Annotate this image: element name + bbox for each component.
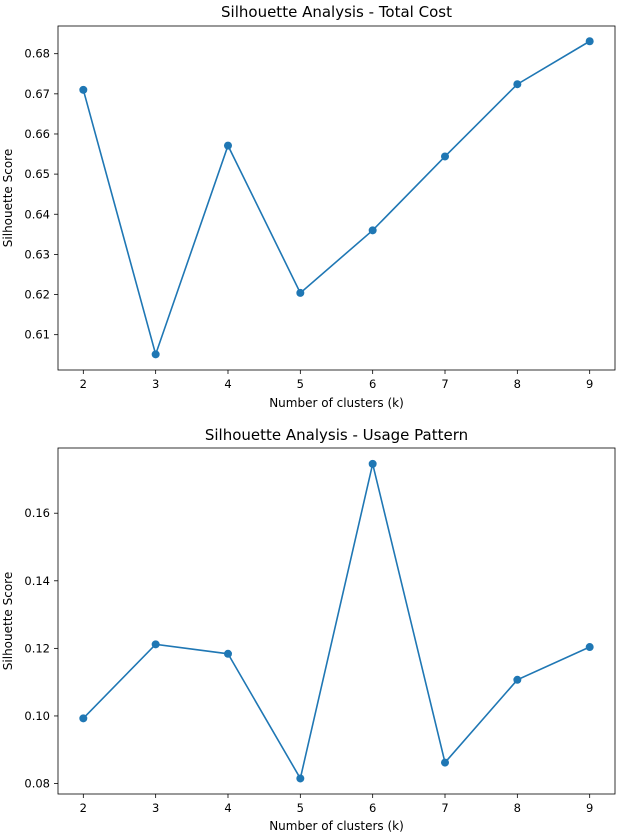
data-point [585, 37, 594, 46]
y-tick-label: 0.66 [24, 127, 50, 141]
x-tick-label: 2 [80, 377, 87, 391]
chart-total-cost: Silhouette Analysis - Total Cost 2 3 4 5 6 7 8… [1, 3, 616, 410]
data-series [79, 459, 594, 783]
data-point [79, 85, 88, 94]
data-point [223, 649, 232, 658]
data-point [151, 640, 160, 649]
data-point [441, 758, 450, 767]
data-series [79, 37, 594, 359]
data-point [513, 80, 522, 89]
data-point [151, 350, 160, 359]
y-tick-label: 0.14 [24, 574, 50, 588]
y-tick-label: 0.68 [24, 47, 50, 61]
data-point [296, 774, 305, 783]
data-point [296, 288, 305, 297]
chart-usage-pattern: Silhouette Analysis - Usage Pattern 2 3 4 5… [1, 426, 616, 833]
data-point [368, 226, 377, 235]
x-tick-label: 3 [152, 801, 159, 815]
y-tick-label: 0.12 [24, 641, 50, 655]
x-tick-label: 2 [80, 801, 87, 815]
y-tick-label: 0.16 [24, 506, 50, 520]
y-tick-label: 0.62 [24, 288, 50, 302]
chart-title: Silhouette Analysis - Usage Pattern [205, 426, 468, 444]
series-line [82, 463, 591, 781]
x-tick-label: 5 [297, 377, 304, 391]
x-tick-label: 9 [586, 801, 593, 815]
x-tick-label: 7 [441, 377, 448, 391]
x-tick-label: 3 [152, 377, 159, 391]
x-tick-label: 6 [369, 377, 376, 391]
y-tick-label: 0.64 [24, 207, 50, 221]
data-point [368, 459, 377, 468]
x-tick-label: 6 [369, 801, 376, 815]
y-tick-label: 0.67 [24, 87, 50, 101]
y-tick-label: 0.08 [24, 777, 50, 791]
x-tick-label: 9 [586, 377, 593, 391]
chart-title: Silhouette Analysis - Total Cost [221, 3, 452, 21]
data-point [513, 675, 522, 684]
y-tick-label: 0.65 [24, 167, 50, 181]
y-tick-label: 0.61 [24, 328, 50, 342]
data-point [441, 152, 450, 161]
x-axis-label: Number of clusters (k) [269, 819, 404, 833]
data-point [585, 643, 594, 652]
data-point [223, 141, 232, 150]
data-point [79, 714, 88, 723]
x-axis-label: Number of clusters (k) [269, 396, 404, 410]
x-tick-label: 7 [441, 801, 448, 815]
y-tick-label: 0.63 [24, 247, 50, 261]
y-axis-ticks: 0.61 0.62 0.63 0.64 0.65 0.66 0.67 0.68 [24, 47, 58, 342]
y-axis-label: Silhouette Score [1, 572, 15, 670]
y-tick-label: 0.10 [24, 709, 50, 723]
y-axis-label: Silhouette Score [1, 149, 15, 247]
x-axis-ticks: 2 3 4 5 6 7 8 9 [80, 370, 593, 391]
x-tick-label: 5 [297, 801, 304, 815]
plot-area-frame [57, 25, 616, 371]
series-line [82, 40, 591, 358]
y-axis-ticks: 0.08 0.10 0.12 0.14 0.16 [24, 506, 58, 791]
plot-area-frame [57, 447, 616, 795]
x-tick-label: 8 [514, 801, 521, 815]
x-tick-label: 4 [224, 377, 231, 391]
x-tick-label: 4 [224, 801, 231, 815]
x-axis-ticks: 2 3 4 5 6 7 8 9 [80, 794, 593, 815]
x-tick-label: 8 [514, 377, 521, 391]
